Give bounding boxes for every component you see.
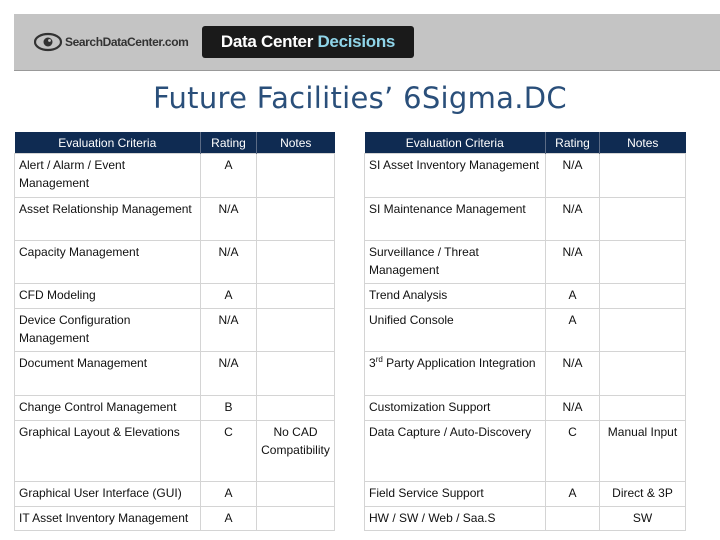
notes-cell <box>600 198 686 241</box>
rating-cell: A <box>201 482 257 507</box>
criteria-cell: SI Asset Inventory Management <box>365 154 546 198</box>
product-name-part2: Decisions <box>317 32 395 51</box>
criteria-cell: CFD Modeling <box>15 284 201 309</box>
banner-divider <box>14 70 720 71</box>
criteria-cell: Change Control Management <box>15 396 201 421</box>
header-criteria: Evaluation Criteria <box>365 132 546 154</box>
table-row: Document Management N/A <box>15 352 335 396</box>
rating-cell: N/A <box>546 396 600 421</box>
table-row: SI Asset Inventory Management N/A <box>365 154 686 198</box>
criteria-cell: Data Capture / Auto-Discovery <box>365 421 546 482</box>
rating-cell: N/A <box>546 352 600 396</box>
table-row: IT Asset Inventory Management A <box>15 507 335 531</box>
table-row: CFD Modeling A <box>15 284 335 309</box>
product-name-part1: Data Center <box>221 32 318 51</box>
criteria-cell: Graphical Layout & Elevations <box>15 421 201 482</box>
table-row: Graphical Layout & Elevations C No CAD Com… <box>15 421 335 482</box>
criteria-cell: Alert / Alarm / Event Management <box>15 154 201 198</box>
rating-cell: A <box>201 284 257 309</box>
header-criteria: Evaluation Criteria <box>15 132 201 154</box>
criteria-ordinal: 3 <box>369 356 376 370</box>
notes-cell: No CAD Compatibility <box>257 421 335 482</box>
notes-cell <box>600 284 686 309</box>
rating-cell: N/A <box>201 198 257 241</box>
criteria-cell: SI Maintenance Management <box>365 198 546 241</box>
notes-cell <box>257 241 335 284</box>
table-row: Data Capture / Auto-Discovery C Manual Inp… <box>365 421 686 482</box>
table-row: Trend Analysis A <box>365 284 686 309</box>
searchdatacenter-logo: SearchDataCenter.com <box>34 31 188 53</box>
table-row: Customization Support N/A <box>365 396 686 421</box>
criteria-cell: Asset Relationship Management <box>15 198 201 241</box>
rating-cell: B <box>201 396 257 421</box>
table-row: Surveillance / Threat Management N/A <box>365 241 686 284</box>
criteria-ordinal-suffix: rd <box>376 355 383 364</box>
rating-cell: C <box>546 421 600 482</box>
criteria-cell: Capacity Management <box>15 241 201 284</box>
rating-cell: N/A <box>546 154 600 198</box>
notes-cell: Direct & 3P <box>600 482 686 507</box>
notes-cell <box>257 507 335 531</box>
notes-cell <box>600 396 686 421</box>
rating-cell: A <box>201 507 257 531</box>
table-row: SI Maintenance Management N/A <box>365 198 686 241</box>
notes-cell: SW <box>600 507 686 531</box>
table-row: Asset Relationship Management N/A <box>15 198 335 241</box>
criteria-cell: Customization Support <box>365 396 546 421</box>
header-notes: Notes <box>600 132 686 154</box>
notes-cell <box>600 241 686 284</box>
criteria-cell: Document Management <box>15 352 201 396</box>
header-rating: Rating <box>201 132 257 154</box>
table-row: 3rd Party Application Integration N/A <box>365 352 686 396</box>
rating-cell: A <box>201 154 257 198</box>
table-row: Device Configuration Management N/A <box>15 309 335 352</box>
table-row: Capacity Management N/A <box>15 241 335 284</box>
header-rating: Rating <box>546 132 600 154</box>
rating-cell: N/A <box>201 241 257 284</box>
criteria-cell: Device Configuration Management <box>15 309 201 352</box>
table-row: Field Service Support A Direct & 3P <box>365 482 686 507</box>
notes-cell <box>257 352 335 396</box>
table-row: HW / SW / Web / Saa.S SW <box>365 507 686 531</box>
notes-cell <box>257 154 335 198</box>
notes-cell <box>600 352 686 396</box>
notes-cell <box>257 284 335 309</box>
rating-cell: N/A <box>546 241 600 284</box>
rating-cell: C <box>201 421 257 482</box>
rating-cell: A <box>546 284 600 309</box>
rating-cell <box>546 507 600 531</box>
notes-cell <box>257 198 335 241</box>
rating-cell: N/A <box>201 309 257 352</box>
table-row: Alert / Alarm / Event Management A <box>15 154 335 198</box>
criteria-cell: Graphical User Interface (GUI) <box>15 482 201 507</box>
eye-icon <box>34 31 64 53</box>
criteria-cell: HW / SW / Web / Saa.S <box>365 507 546 531</box>
rating-cell: N/A <box>546 198 600 241</box>
rating-cell: N/A <box>201 352 257 396</box>
rating-cell: A <box>546 482 600 507</box>
product-logo: Data Center Decisions <box>202 26 414 58</box>
criteria-cell: Field Service Support <box>365 482 546 507</box>
criteria-table-right: Evaluation Criteria Rating Notes SI Asse… <box>364 132 686 531</box>
criteria-cell: Unified Console <box>365 309 546 352</box>
notes-cell <box>600 309 686 352</box>
header-notes: Notes <box>257 132 335 154</box>
table-row: Unified Console A <box>365 309 686 352</box>
criteria-cell: 3rd Party Application Integration <box>365 352 546 396</box>
page-title: Future Facilities’ 6Sigma.DC <box>0 81 720 115</box>
notes-cell: Manual Input <box>600 421 686 482</box>
notes-cell <box>257 309 335 352</box>
criteria-cell: IT Asset Inventory Management <box>15 507 201 531</box>
criteria-text: Party Application Integration <box>383 356 536 370</box>
table-row: Graphical User Interface (GUI) A <box>15 482 335 507</box>
table-row: Change Control Management B <box>15 396 335 421</box>
rating-cell: A <box>546 309 600 352</box>
notes-cell <box>257 396 335 421</box>
criteria-cell: Surveillance / Threat Management <box>365 241 546 284</box>
notes-cell <box>600 154 686 198</box>
notes-cell <box>257 482 335 507</box>
criteria-cell: Trend Analysis <box>365 284 546 309</box>
criteria-table-left: Evaluation Criteria Rating Notes Alert /… <box>14 132 335 531</box>
logo-text: SearchDataCenter.com <box>65 35 188 49</box>
